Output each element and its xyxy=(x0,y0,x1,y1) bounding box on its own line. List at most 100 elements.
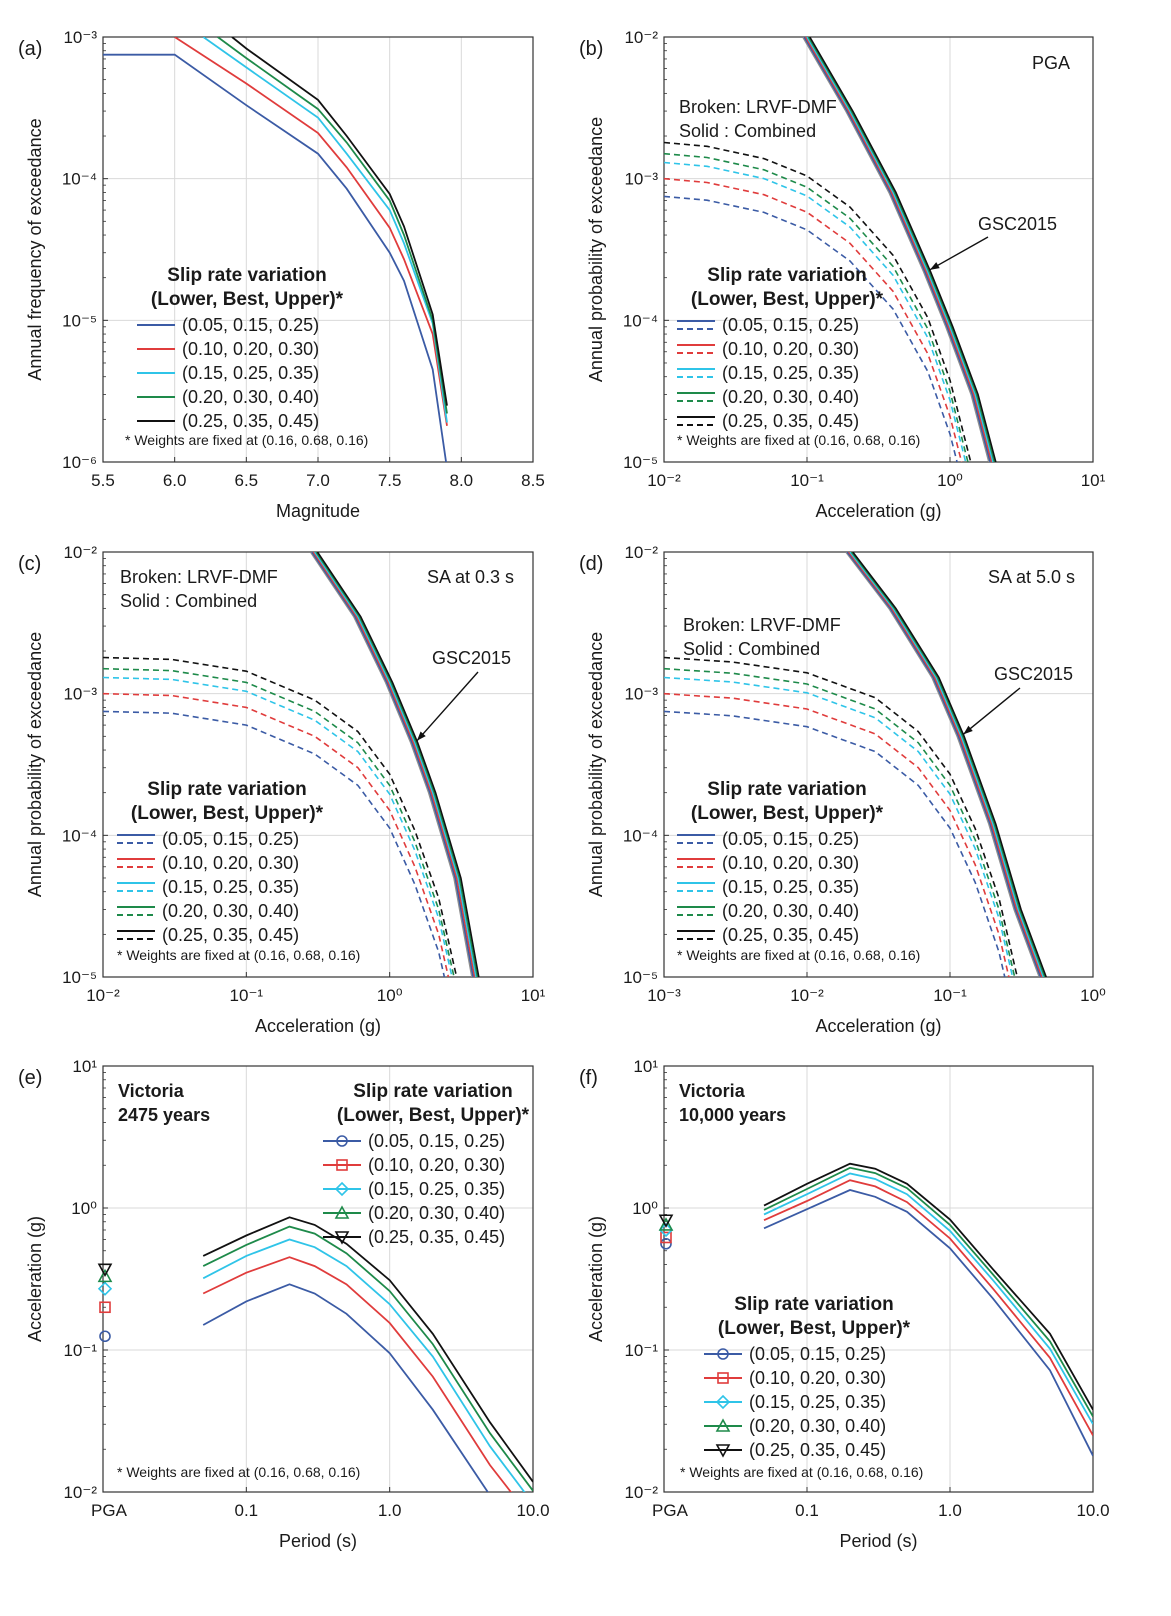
x-tick-label: 0.1 xyxy=(235,1501,259,1520)
y-tick-label: 10⁻² xyxy=(624,28,658,47)
legend-note-solid: Solid : Combined xyxy=(679,121,816,141)
series-combined-line xyxy=(314,552,477,977)
legend-entry-label: (0.25, 0.35, 0.45) xyxy=(722,925,859,945)
legend-entry-label: (0.20, 0.30, 0.40) xyxy=(368,1203,505,1223)
series-line xyxy=(202,1225,533,1492)
series-group-b xyxy=(664,37,997,462)
y-axis-label: Annual probability of exceedance xyxy=(586,632,606,897)
marker-square xyxy=(336,1159,348,1171)
series-combined-line xyxy=(311,552,474,977)
return-period: 2475 years xyxy=(118,1105,210,1125)
legend-subtitle: (Lower, Best, Upper)* xyxy=(691,803,884,824)
intensity-measure-label: PGA xyxy=(1032,53,1070,73)
series-line xyxy=(763,1179,1093,1436)
x-axis-label: Period (s) xyxy=(839,1531,917,1551)
marker-triangle-down xyxy=(658,1214,674,1228)
legend-entry-label: (0.05, 0.15, 0.25) xyxy=(749,1344,886,1364)
gsc2015-label: GSC2015 xyxy=(978,214,1057,234)
y-axis-label: Annual frequency of exceedance xyxy=(25,118,45,380)
gsc2015-line xyxy=(845,552,1041,977)
series-group-c xyxy=(103,552,480,977)
x-axis-label: Acceleration (g) xyxy=(255,1016,381,1036)
series-line xyxy=(231,37,448,406)
y-tick-label: 10⁻² xyxy=(63,1483,97,1502)
series-broken-line xyxy=(103,676,453,977)
legend-entry-label: (0.20, 0.30, 0.40) xyxy=(182,387,319,407)
x-tick-label: 10⁻¹ xyxy=(230,986,264,1005)
marker-triangle-down xyxy=(97,1263,113,1277)
legend-note-broken: Broken: LRVF-DMF xyxy=(683,615,841,635)
series-combined-line xyxy=(312,552,476,977)
y-tick-label: 10⁻⁴ xyxy=(62,170,97,189)
series-broken-line xyxy=(664,676,1014,977)
series-broken-line xyxy=(664,161,967,462)
legend-entry-label: (0.25, 0.35, 0.45) xyxy=(722,411,859,431)
series-combined-line xyxy=(807,37,996,462)
y-tick-label: 10⁻² xyxy=(624,543,658,562)
gsc2015-arrowhead xyxy=(963,725,973,735)
panel-b xyxy=(663,36,1094,463)
legend-entry-label: (0.20, 0.30, 0.40) xyxy=(162,901,299,921)
x-tick-label: 7.0 xyxy=(306,471,330,490)
site-name: Victoria xyxy=(679,1081,746,1101)
marker-square xyxy=(660,1231,672,1244)
series-line xyxy=(103,53,447,462)
series-group-d xyxy=(664,552,1047,977)
legend-entry-label: (0.20, 0.30, 0.40) xyxy=(722,387,859,407)
y-tick-label: 10¹ xyxy=(72,1057,97,1076)
marker-triangle-down xyxy=(334,1231,350,1245)
x-tick-label: 1.0 xyxy=(938,1501,962,1520)
panel-e xyxy=(102,1065,534,1493)
panel-label: (b) xyxy=(579,38,603,60)
x-tick-label: 6.5 xyxy=(235,471,259,490)
series-group-f xyxy=(763,1162,1093,1457)
plot-frame xyxy=(102,1065,534,1493)
series-combined-line xyxy=(852,552,1047,977)
x-tick-label: 10⁻² xyxy=(790,986,824,1005)
legend-entry-label: (0.15, 0.25, 0.35) xyxy=(162,877,299,897)
weights-note: * Weights are fixed at (0.16, 0.68, 0.16… xyxy=(680,1464,923,1480)
x-tick-label: 10¹ xyxy=(1081,471,1106,490)
marker-diamond xyxy=(334,1181,350,1197)
x-tick-label: 10.0 xyxy=(516,1501,549,1520)
legend-entry-label: (0.15, 0.25, 0.35) xyxy=(182,363,319,383)
legend-entry-label: (0.10, 0.20, 0.30) xyxy=(182,339,319,359)
legend-entry-label: (0.25, 0.35, 0.45) xyxy=(368,1227,505,1247)
intensity-measure-label: SA at 5.0 s xyxy=(988,567,1075,587)
series-combined-line xyxy=(316,552,480,977)
x-tick-label: 10⁰ xyxy=(377,986,403,1005)
y-tick-label: 10⁻⁴ xyxy=(623,311,658,330)
gsc2015-arrow xyxy=(962,687,1021,735)
series-line xyxy=(202,1283,489,1492)
series-broken-line xyxy=(664,195,958,462)
y-tick-label: 10⁻³ xyxy=(624,685,658,704)
series-broken-line xyxy=(664,656,1019,977)
y-tick-label: 10⁻¹ xyxy=(624,1341,658,1360)
legend xyxy=(704,1348,742,1458)
y-tick-label: 10⁰ xyxy=(632,1199,658,1218)
legend-entry-label: (0.10, 0.20, 0.30) xyxy=(722,853,859,873)
plot-frame xyxy=(663,36,1094,463)
legend-entry-label: (0.05, 0.15, 0.25) xyxy=(162,829,299,849)
legend-title: Slip rate variation xyxy=(147,779,306,800)
series-line xyxy=(174,37,448,426)
series-combined-line xyxy=(847,552,1043,977)
panel-a xyxy=(102,36,534,463)
legend-entry-label: (0.10, 0.20, 0.30) xyxy=(722,339,859,359)
legend-entry-label: (0.05, 0.15, 0.25) xyxy=(368,1131,505,1151)
legend-entry-label: (0.15, 0.25, 0.35) xyxy=(722,363,859,383)
legend-entry-label: (0.10, 0.20, 0.30) xyxy=(162,853,299,873)
series-broken-line xyxy=(664,692,1010,977)
legend-title: Slip rate variation xyxy=(734,1294,893,1315)
series-combined-line xyxy=(850,552,1046,977)
series-line xyxy=(763,1166,1093,1417)
x-tick-label: 10.0 xyxy=(1076,1501,1109,1520)
gsc2015-arrowhead xyxy=(416,731,426,741)
weights-note: * Weights are fixed at (0.16, 0.68, 0.16… xyxy=(117,947,360,963)
x-tick-label: 7.5 xyxy=(378,471,402,490)
x-tick-label: 10⁰ xyxy=(937,471,963,490)
y-tick-label: 10⁻⁵ xyxy=(623,968,658,987)
x-tick-label: 0.1 xyxy=(795,1501,819,1520)
marker-circle xyxy=(660,1237,672,1250)
marker-circle xyxy=(717,1348,729,1360)
